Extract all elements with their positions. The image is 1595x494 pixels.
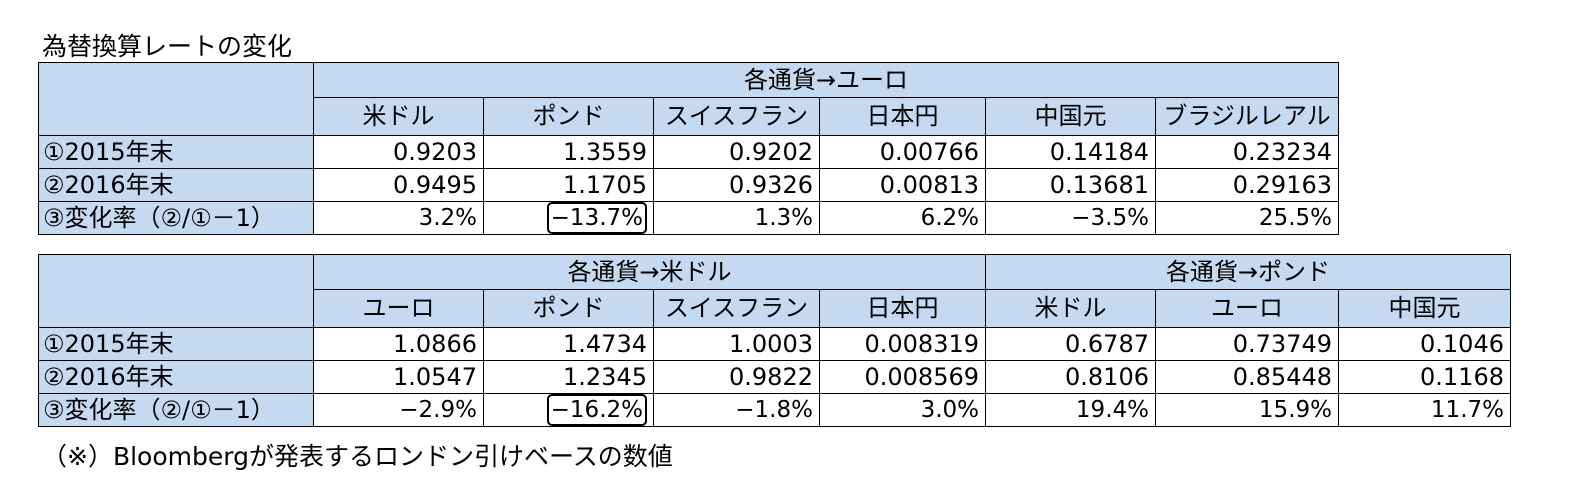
row-label-change-rate: ③変化率（②/①－1） <box>38 393 314 427</box>
change-rate-cell: 3.0% <box>819 393 986 427</box>
footnote: （※）Bloombergが発表するロンドン引けベースの数値 <box>42 442 673 471</box>
row-label-change-rate: ③変化率（②/①－1） <box>38 201 314 235</box>
value-cell: 0.008569 <box>819 360 986 394</box>
value-cell: 1.0003 <box>653 327 820 361</box>
currency-header: ブラジルレアル <box>1155 97 1339 136</box>
table-row: ①2015年末 1.0866 1.4734 1.0003 0.008319 0.… <box>38 327 1511 361</box>
value-cell: 0.9822 <box>653 360 820 394</box>
value-cell: 0.9203 <box>313 135 484 169</box>
corner-cell <box>38 254 314 328</box>
value-cell: 0.1168 <box>1338 360 1511 394</box>
value-cell: 1.2345 <box>483 360 654 394</box>
change-rate-cell-highlighted: −16.2% <box>483 393 654 427</box>
value-cell: 0.9495 <box>313 168 484 202</box>
value-cell: 1.4734 <box>483 327 654 361</box>
table-to-euro: 各通貨→ユーロ 米ドル ポンド スイスフラン 日本円 中国元 ブラジルレアル ①… <box>38 62 1339 235</box>
group-header-to-euro: 各通貨→ユーロ <box>313 62 1339 98</box>
change-rate-cell: 19.4% <box>985 393 1156 427</box>
value-cell: 0.14184 <box>985 135 1156 169</box>
currency-header: 中国元 <box>1338 289 1511 328</box>
currency-header: スイスフラン <box>653 289 820 328</box>
value-cell: 0.008319 <box>819 327 986 361</box>
table-row: ①2015年末 0.9203 1.3559 0.9202 0.00766 0.1… <box>38 135 1339 169</box>
value-cell: 0.73749 <box>1155 327 1339 361</box>
row-label-2015: ①2015年末 <box>38 327 314 361</box>
value-cell: 1.0547 <box>313 360 484 394</box>
currency-header: 米ドル <box>985 289 1156 328</box>
value-cell: 1.3559 <box>483 135 654 169</box>
table-row: ③変化率（②/①－1） 3.2% −13.7% 1.3% 6.2% −3.5% … <box>38 201 1339 235</box>
currency-header: ポンド <box>483 289 654 328</box>
highlight-box: −13.7% <box>546 202 647 234</box>
value-cell: 0.00766 <box>819 135 986 169</box>
change-rate-cell: 15.9% <box>1155 393 1339 427</box>
table-row: ②2016年末 0.9495 1.1705 0.9326 0.00813 0.1… <box>38 168 1339 202</box>
value-cell: 0.8106 <box>985 360 1156 394</box>
value-cell: 0.85448 <box>1155 360 1339 394</box>
page-title: 為替換算レートの変化 <box>42 32 293 61</box>
currency-header: 中国元 <box>985 97 1156 136</box>
value-cell: 1.0866 <box>313 327 484 361</box>
row-label-2016: ②2016年末 <box>38 168 314 202</box>
currency-header: ユーロ <box>1155 289 1339 328</box>
table-row: ②2016年末 1.0547 1.2345 0.9822 0.008569 0.… <box>38 360 1511 394</box>
currency-header: 日本円 <box>819 289 986 328</box>
table-row: ③変化率（②/①－1） −2.9% −16.2% −1.8% 3.0% 19.4… <box>38 393 1511 427</box>
group-header-to-gbp: 各通貨→ポンド <box>985 254 1511 290</box>
currency-header: スイスフラン <box>653 97 820 136</box>
change-rate-cell: 1.3% <box>653 201 820 235</box>
table-to-usd-gbp: 各通貨→米ドル 各通貨→ポンド ユーロ ポンド スイスフラン 日本円 米ドル ユ… <box>38 254 1511 427</box>
row-label-2015: ①2015年末 <box>38 135 314 169</box>
value-cell: 0.29163 <box>1155 168 1339 202</box>
change-rate-cell: 11.7% <box>1338 393 1511 427</box>
change-rate-cell: −3.5% <box>985 201 1156 235</box>
change-rate-cell: −1.8% <box>653 393 820 427</box>
value-cell: 0.6787 <box>985 327 1156 361</box>
row-label-2016: ②2016年末 <box>38 360 314 394</box>
change-rate-cell-highlighted: −13.7% <box>483 201 654 235</box>
value-cell: 0.00813 <box>819 168 986 202</box>
currency-header: ユーロ <box>313 289 484 328</box>
group-header-to-usd: 各通貨→米ドル <box>313 254 986 290</box>
highlight-box: −16.2% <box>546 394 647 426</box>
currency-header: ポンド <box>483 97 654 136</box>
change-rate-cell: −2.9% <box>313 393 484 427</box>
currency-header: 米ドル <box>313 97 484 136</box>
value-cell: 0.1046 <box>1338 327 1511 361</box>
value-cell: 0.13681 <box>985 168 1156 202</box>
value-cell: 0.23234 <box>1155 135 1339 169</box>
corner-cell <box>38 62 314 136</box>
currency-header: 日本円 <box>819 97 986 136</box>
change-rate-cell: 3.2% <box>313 201 484 235</box>
value-cell: 1.1705 <box>483 168 654 202</box>
value-cell: 0.9326 <box>653 168 820 202</box>
value-cell: 0.9202 <box>653 135 820 169</box>
change-rate-cell: 25.5% <box>1155 201 1339 235</box>
change-rate-cell: 6.2% <box>819 201 986 235</box>
